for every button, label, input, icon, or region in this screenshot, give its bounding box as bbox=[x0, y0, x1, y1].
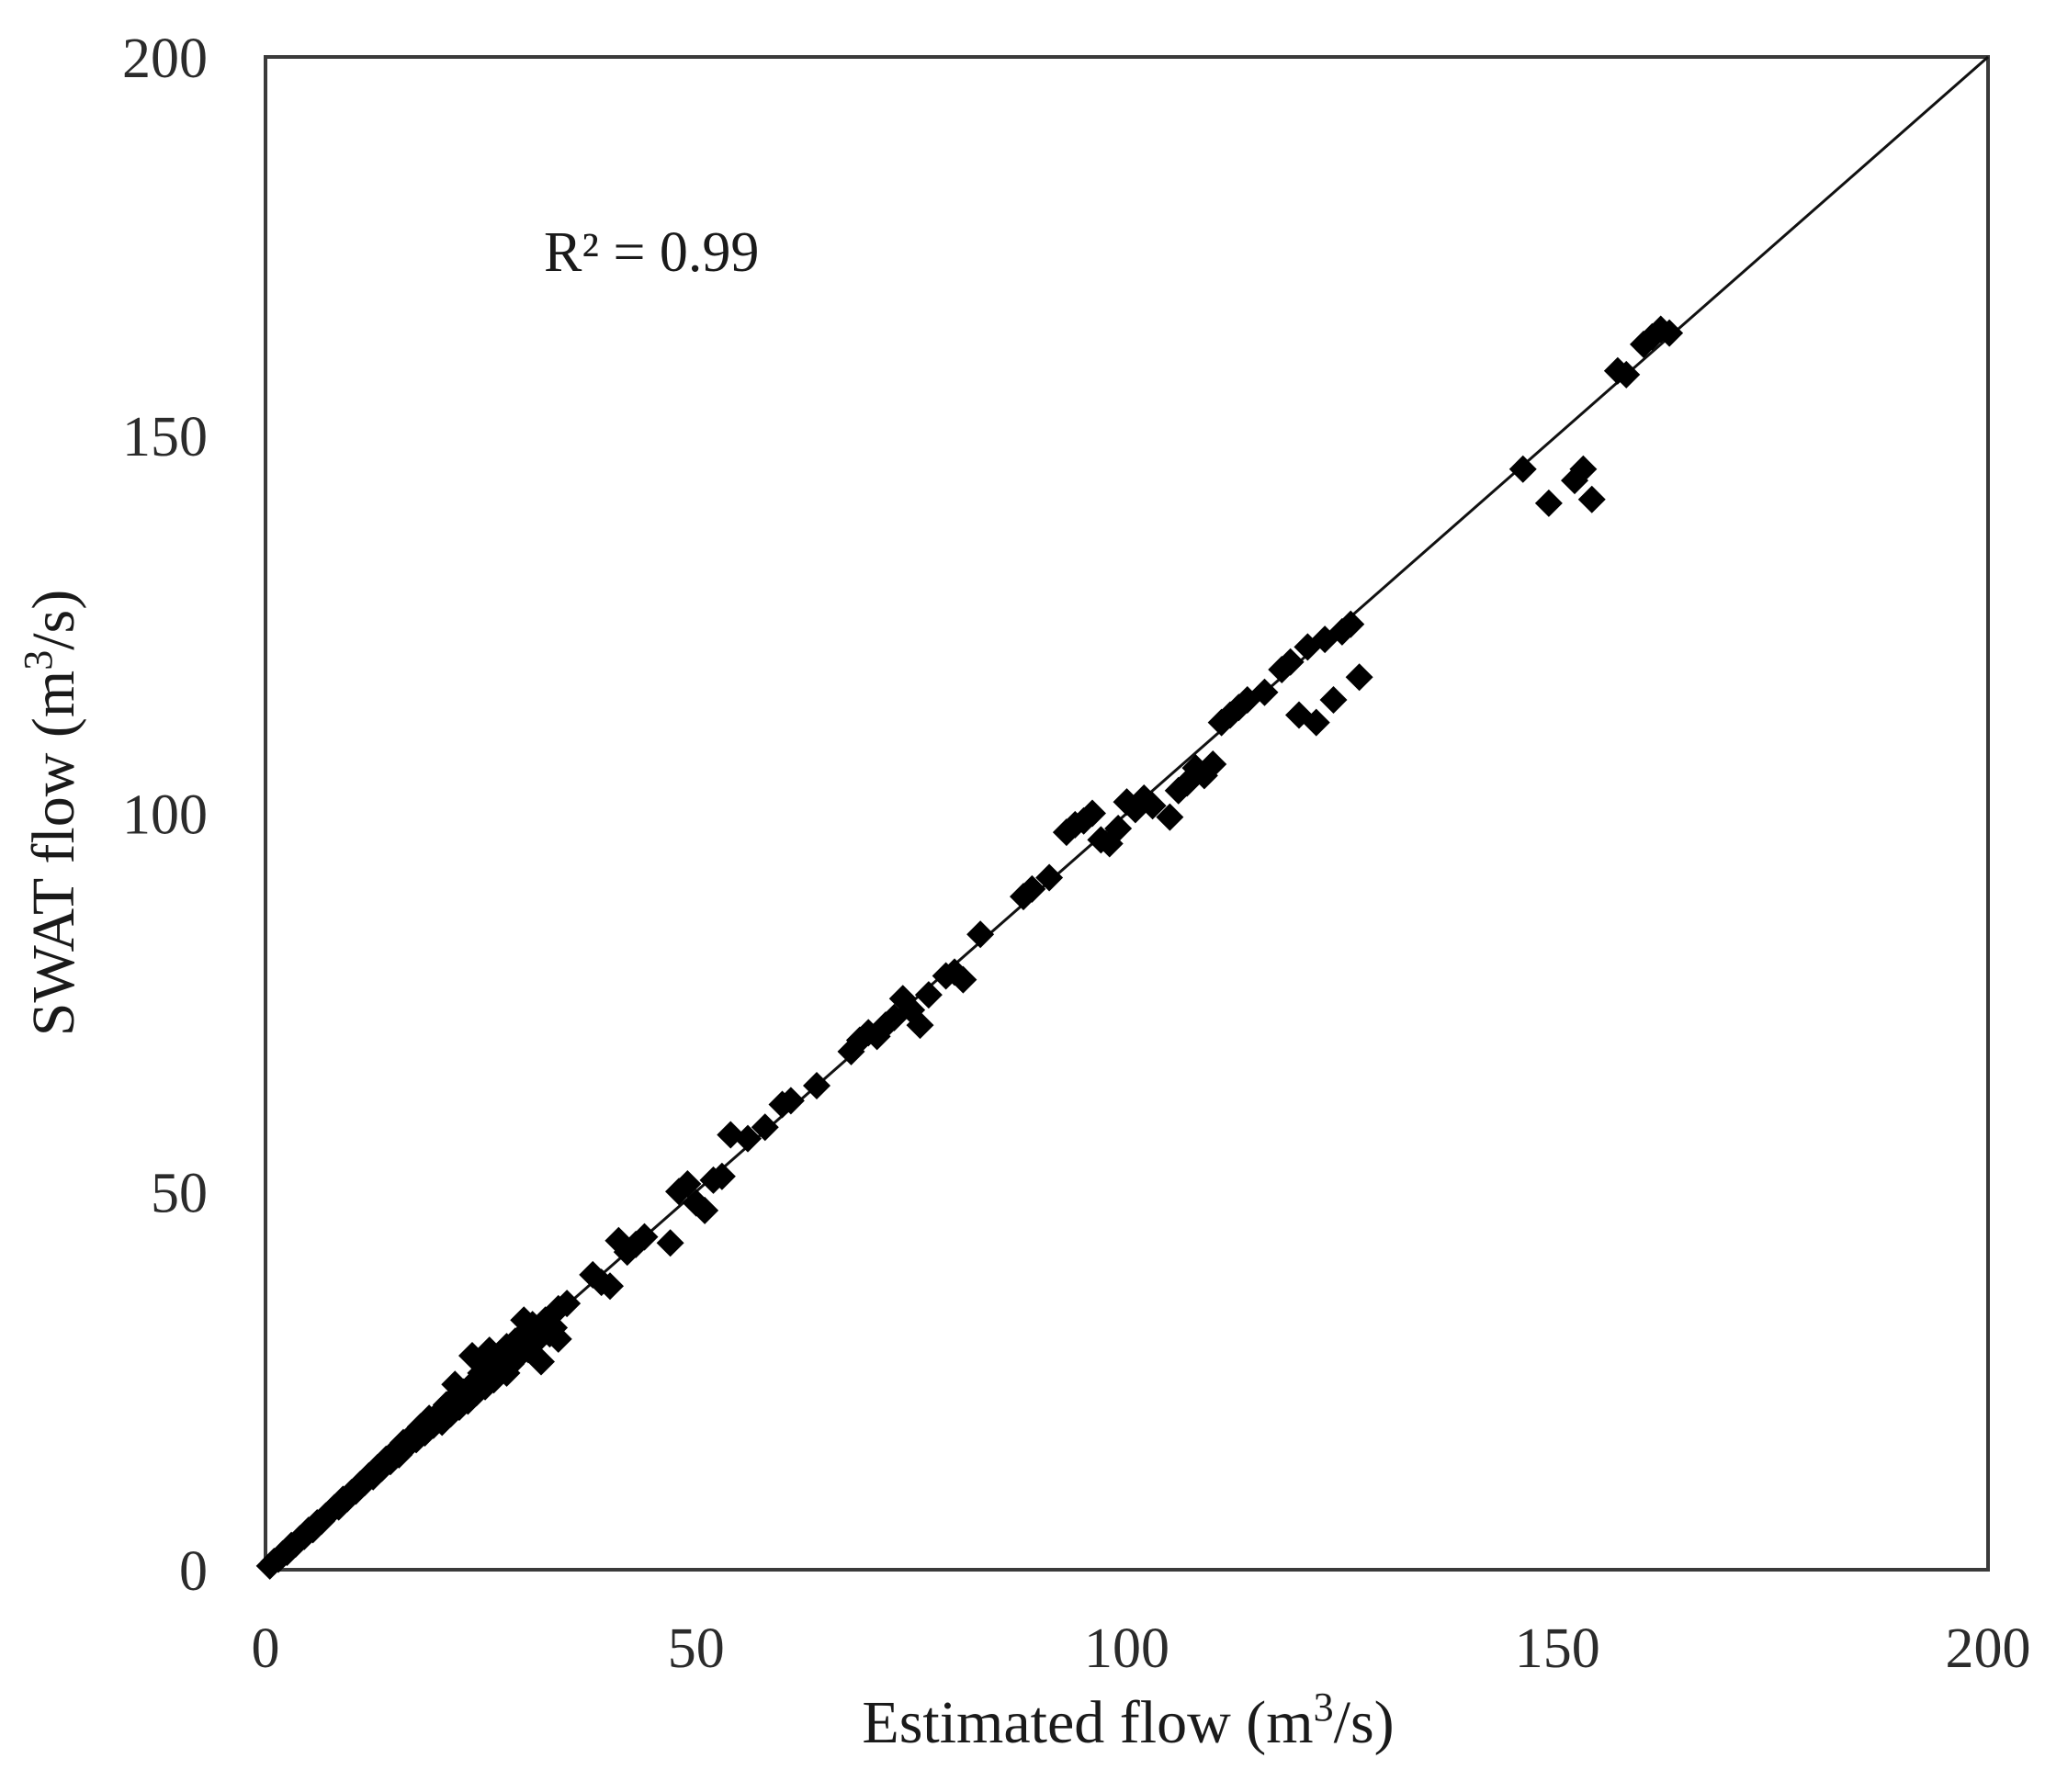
data-point-150 bbox=[1612, 360, 1641, 389]
data-point-148 bbox=[1577, 485, 1606, 513]
data-point-123 bbox=[1156, 803, 1184, 831]
y-axis-title: SWAT flow (m3/s) bbox=[16, 590, 87, 1036]
y-tick-label-1: 50 bbox=[151, 1162, 208, 1224]
data-point-63 bbox=[527, 1347, 555, 1376]
y-tick-label-2: 100 bbox=[122, 784, 208, 847]
r-squared-annotation: R² = 0.99 bbox=[544, 221, 759, 284]
y-tick-label-4: 200 bbox=[122, 28, 208, 90]
data-point-143 bbox=[1345, 663, 1373, 692]
data-point-138 bbox=[1302, 708, 1330, 737]
data-point-111 bbox=[1035, 863, 1064, 892]
data-point-68 bbox=[553, 1290, 582, 1318]
data-point-147 bbox=[1569, 455, 1598, 483]
data-point-154 bbox=[1655, 319, 1684, 347]
data-point-110 bbox=[1018, 874, 1046, 903]
x-axis-title: Estimated flow (m3/s) bbox=[862, 1685, 1394, 1756]
data-point-140 bbox=[1319, 685, 1348, 714]
x-tick-label-4: 200 bbox=[1946, 1617, 2031, 1680]
data-point-104 bbox=[914, 981, 943, 1009]
data-point-91 bbox=[751, 1113, 779, 1142]
data-point-146 bbox=[1561, 467, 1588, 495]
data-point-73 bbox=[510, 1306, 538, 1335]
data-point-82 bbox=[656, 1229, 684, 1257]
y-tick-label-0: 0 bbox=[179, 1540, 208, 1603]
data-point-128 bbox=[1199, 749, 1227, 778]
data-point-145 bbox=[1534, 489, 1563, 517]
data-point-115 bbox=[1079, 799, 1106, 828]
x-tick-label-2: 100 bbox=[1084, 1617, 1169, 1680]
data-point-70 bbox=[458, 1341, 486, 1369]
data-point-81 bbox=[630, 1223, 659, 1251]
plot-frame bbox=[264, 55, 1990, 1572]
data-point-118 bbox=[1104, 814, 1133, 842]
x-tick-label-0: 0 bbox=[252, 1617, 280, 1680]
data-point-90 bbox=[734, 1124, 762, 1153]
y-tick-labels: 0 50 100 150 200 bbox=[122, 28, 208, 1603]
data-point-103 bbox=[906, 1011, 934, 1040]
data-point-86 bbox=[691, 1196, 719, 1224]
y-tick-label-3: 150 bbox=[122, 406, 208, 468]
data-point-144 bbox=[1508, 455, 1537, 483]
data-point-142 bbox=[1337, 610, 1365, 638]
data-points bbox=[255, 315, 1684, 1580]
data-point-94 bbox=[803, 1071, 830, 1099]
data-point-108 bbox=[966, 920, 995, 949]
data-point-135 bbox=[1276, 648, 1305, 676]
data-point-107 bbox=[949, 965, 977, 994]
data-point-72 bbox=[492, 1358, 521, 1387]
data-point-71 bbox=[441, 1370, 469, 1399]
data-point-93 bbox=[776, 1087, 805, 1115]
data-point-133 bbox=[1250, 678, 1279, 706]
data-point-74 bbox=[544, 1324, 572, 1353]
data-point-122 bbox=[1138, 792, 1167, 820]
x-tick-labels: 0 50 100 150 200 bbox=[252, 1617, 2031, 1680]
data-point-77 bbox=[596, 1272, 624, 1301]
x-tick-label-3: 150 bbox=[1515, 1617, 1600, 1680]
x-tick-label-1: 50 bbox=[668, 1617, 725, 1680]
data-point-88 bbox=[707, 1162, 736, 1190]
